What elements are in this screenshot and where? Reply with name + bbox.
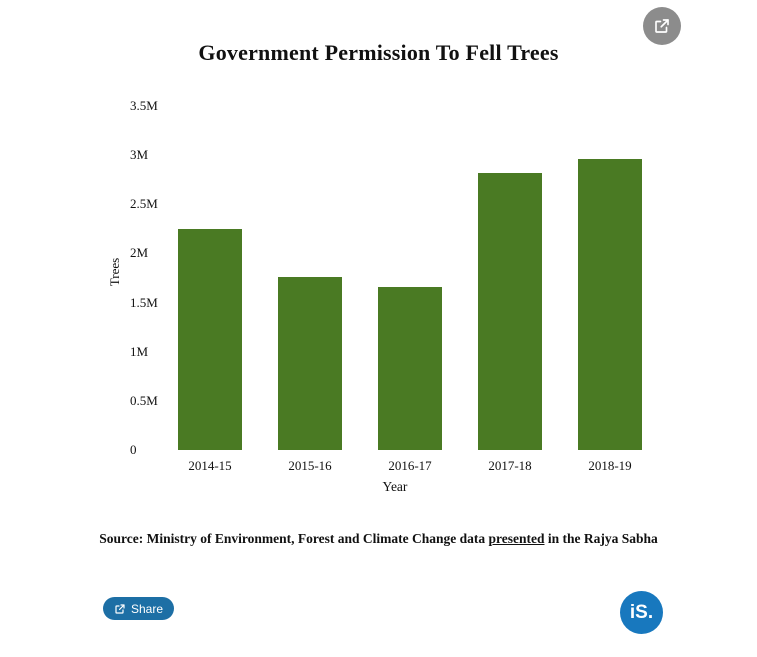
source-link[interactable]: presented bbox=[488, 531, 545, 546]
x-axis-tick-label: 2017-18 bbox=[488, 458, 532, 473]
bar-2014-15[interactable] bbox=[178, 228, 242, 450]
bar-2018-19[interactable] bbox=[578, 159, 642, 450]
share-button-top[interactable] bbox=[643, 7, 681, 45]
y-axis-tick-label: 3M bbox=[130, 147, 149, 163]
y-axis-label: Trees bbox=[107, 257, 122, 287]
source-prefix: Source: Ministry of Environment, Forest … bbox=[99, 531, 489, 546]
bar-2016-17[interactable] bbox=[378, 286, 442, 450]
x-axis-tick-label: 2014-15 bbox=[188, 458, 232, 473]
bar-2015-16[interactable] bbox=[278, 277, 342, 450]
y-axis-tick-label: 2.5M bbox=[130, 196, 158, 212]
share-external-icon bbox=[653, 17, 671, 35]
indiaspend-logo[interactable]: iS. bbox=[620, 591, 663, 634]
y-axis-tick-label: 0 bbox=[130, 442, 137, 457]
x-axis-label: Year bbox=[382, 479, 408, 494]
bar-series bbox=[160, 106, 660, 450]
chart-title: Government Permission To Fell Trees bbox=[198, 40, 559, 65]
x-axis-tick-label: 2018-19 bbox=[588, 458, 632, 473]
y-axis-tick-label: 1M bbox=[130, 343, 149, 359]
share-button-label: Share bbox=[131, 601, 164, 616]
share-external-icon bbox=[114, 603, 126, 615]
y-axis-tick-label: 1.5M bbox=[130, 294, 158, 310]
source-text: Source: Ministry of Environment, Forest … bbox=[0, 531, 757, 547]
x-axis-tick-label: 2016-17 bbox=[388, 458, 432, 473]
y-axis-tick-label: 0.5M bbox=[130, 392, 158, 408]
source-suffix: in the Rajya Sabha bbox=[544, 531, 658, 546]
y-axis-tick-label: 3.5M bbox=[130, 98, 158, 113]
x-axis-tick-label: 2015-16 bbox=[288, 458, 332, 473]
share-button-bottom[interactable]: Share bbox=[103, 597, 175, 620]
y-axis-tick-label: 2M bbox=[130, 245, 149, 261]
bar-2017-18[interactable] bbox=[478, 172, 542, 450]
